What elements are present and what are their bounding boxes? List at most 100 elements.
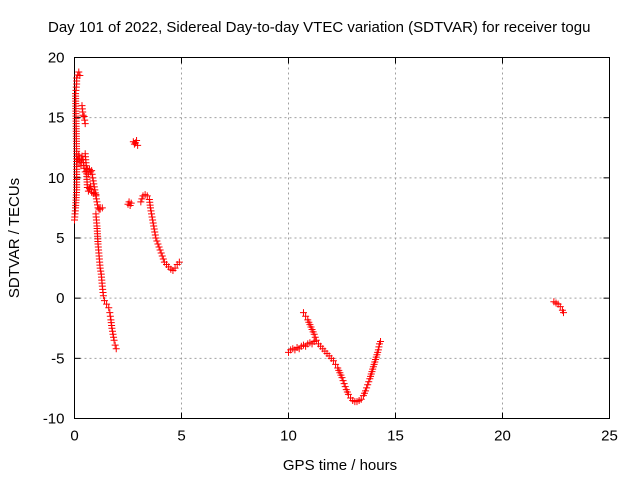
data-point bbox=[111, 341, 119, 349]
data-point bbox=[110, 333, 118, 341]
data-point bbox=[175, 258, 183, 266]
data-point bbox=[150, 222, 158, 230]
data-point bbox=[147, 207, 155, 215]
data-point bbox=[150, 225, 158, 233]
data-point bbox=[149, 219, 157, 227]
data-point bbox=[341, 383, 349, 391]
y-tick-label: 20 bbox=[48, 50, 65, 67]
data-point bbox=[75, 151, 83, 159]
data-point bbox=[100, 297, 108, 305]
x-axis-label: GPS time / hours bbox=[283, 457, 397, 474]
data-point bbox=[76, 157, 84, 165]
data-point bbox=[559, 309, 567, 317]
data-point bbox=[344, 390, 352, 398]
y-tick-label: 5 bbox=[56, 230, 64, 247]
x-tick-label: 20 bbox=[494, 428, 511, 445]
data-point bbox=[357, 395, 365, 403]
data-point bbox=[106, 312, 114, 320]
data-point bbox=[364, 381, 372, 389]
data-point bbox=[92, 195, 100, 203]
data-point bbox=[338, 374, 346, 382]
data-point bbox=[148, 210, 156, 218]
data-point bbox=[151, 231, 159, 239]
tick-labels: 0 5 10 15 20 25 -10 -5 0 5 10 15 20 bbox=[43, 50, 618, 445]
data-point bbox=[80, 112, 88, 120]
data-point bbox=[110, 336, 118, 344]
data-point bbox=[138, 195, 146, 203]
data-point bbox=[134, 141, 142, 149]
data-point bbox=[88, 167, 96, 175]
data-point bbox=[81, 120, 89, 128]
data-point bbox=[92, 191, 100, 199]
data-point bbox=[76, 72, 84, 80]
data-point bbox=[96, 264, 104, 272]
data-point bbox=[75, 68, 83, 76]
data-point bbox=[154, 240, 162, 248]
x-tick-label: 25 bbox=[601, 428, 618, 445]
data-point bbox=[377, 337, 385, 345]
data-point bbox=[112, 345, 120, 353]
data-point bbox=[311, 333, 319, 341]
data-point bbox=[302, 312, 310, 320]
data-point bbox=[375, 343, 383, 351]
data-point bbox=[87, 182, 95, 190]
x-tick-label: 5 bbox=[177, 428, 185, 445]
data-point bbox=[81, 116, 89, 124]
data-point bbox=[556, 303, 564, 311]
data-point bbox=[149, 216, 157, 224]
grid-lines bbox=[74, 57, 610, 419]
data-point bbox=[98, 204, 106, 212]
data-point bbox=[340, 380, 348, 388]
data-point bbox=[127, 199, 135, 207]
data-point bbox=[151, 228, 159, 236]
data-point bbox=[93, 198, 101, 206]
data-point bbox=[106, 309, 114, 317]
data-point bbox=[137, 198, 145, 206]
data-point bbox=[312, 336, 320, 344]
data-point bbox=[332, 360, 340, 368]
data-point bbox=[374, 346, 382, 354]
data-point bbox=[148, 213, 156, 221]
data-point bbox=[109, 330, 117, 338]
x-tick-label: 0 bbox=[70, 428, 78, 445]
y-tick-label: 15 bbox=[48, 110, 65, 127]
data-point bbox=[152, 234, 160, 242]
data-point bbox=[79, 111, 87, 119]
data-point bbox=[87, 185, 95, 193]
data-point bbox=[153, 237, 161, 245]
data-point bbox=[108, 327, 116, 335]
data-point bbox=[156, 246, 164, 254]
data-point bbox=[362, 387, 370, 395]
data-point bbox=[146, 204, 154, 212]
y-tick-label: -5 bbox=[51, 350, 64, 367]
data-point bbox=[159, 255, 167, 263]
data-point bbox=[171, 264, 179, 272]
data-points bbox=[71, 68, 567, 406]
data-point bbox=[91, 189, 99, 197]
x-tick-label: 15 bbox=[387, 428, 404, 445]
data-point bbox=[143, 192, 151, 200]
data-point bbox=[108, 324, 116, 332]
data-point bbox=[105, 304, 113, 312]
y-tick-label: 10 bbox=[48, 170, 65, 187]
data-point bbox=[363, 384, 371, 392]
data-point bbox=[299, 309, 307, 317]
y-axis-label: SDTVAR / TECUs bbox=[6, 178, 23, 298]
data-point bbox=[97, 267, 105, 275]
data-point bbox=[310, 330, 318, 338]
y-tick-label: -10 bbox=[43, 411, 65, 428]
data-point bbox=[329, 357, 337, 365]
data-point bbox=[130, 140, 138, 148]
data-point bbox=[99, 292, 107, 300]
data-point bbox=[103, 300, 111, 308]
data-point bbox=[133, 137, 141, 145]
data-point bbox=[155, 243, 163, 251]
data-point bbox=[157, 249, 165, 257]
plot-frame bbox=[74, 57, 610, 419]
data-point bbox=[365, 378, 373, 386]
chart-title: Day 101 of 2022, Sidereal Day-to-day VTE… bbox=[48, 19, 590, 36]
data-point bbox=[339, 377, 347, 385]
data-point bbox=[94, 201, 102, 209]
y-tick-label: 0 bbox=[56, 290, 64, 307]
